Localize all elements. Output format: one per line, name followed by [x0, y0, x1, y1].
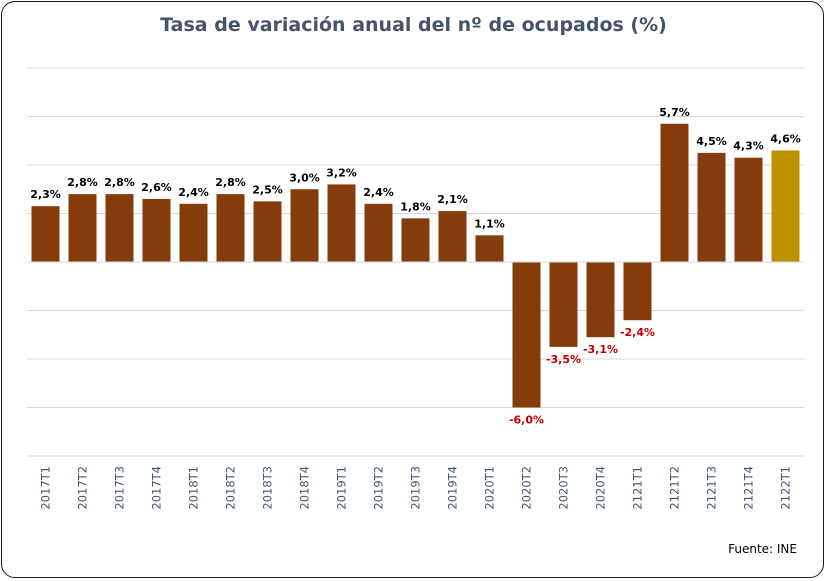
bar-2121T1	[623, 262, 652, 321]
data-label: -2,4%	[620, 326, 655, 339]
data-label: 2,4%	[363, 186, 394, 199]
data-label: 3,2%	[326, 166, 357, 179]
data-label: 2,4%	[178, 186, 209, 199]
x-tick-label: 2121T1	[631, 466, 645, 510]
data-label: 3,0%	[289, 171, 320, 184]
bar-2017T1	[31, 206, 60, 262]
data-label: -3,5%	[546, 353, 581, 366]
bar-2122T1	[771, 150, 800, 262]
data-label: 5,7%	[659, 106, 690, 119]
x-tick-label: 2018T4	[298, 466, 312, 510]
data-label: 1,1%	[474, 217, 505, 230]
bar-2020T4	[586, 262, 615, 338]
x-tick-label: 2017T4	[150, 466, 164, 510]
x-tick-label: 2017T2	[76, 466, 90, 510]
bar-2121T3	[697, 152, 726, 262]
data-label: 4,6%	[770, 132, 801, 145]
data-label: 2,5%	[252, 183, 283, 196]
bar-2017T2	[68, 194, 97, 262]
x-tick-label: 2018T1	[187, 466, 201, 510]
x-tick-label: 2019T1	[335, 466, 349, 510]
bar-2018T1	[179, 203, 208, 262]
bar-2017T3	[105, 194, 134, 262]
bar-2020T2	[512, 262, 541, 408]
x-tick-label: 2020T2	[520, 466, 534, 510]
x-tick-label: 2121T3	[705, 466, 719, 510]
bar-2020T3	[549, 262, 578, 347]
x-tick-label: 2020T3	[557, 466, 571, 510]
x-tick-label: 2018T2	[224, 466, 238, 510]
x-tick-label: 2017T1	[39, 466, 53, 510]
x-tick-label: 2121T4	[742, 466, 756, 510]
x-tick-label: 2020T1	[483, 466, 497, 510]
bar-2121T2	[660, 123, 689, 263]
bar-2017T4	[142, 198, 171, 262]
x-tick-label: 2020T4	[594, 466, 608, 510]
bar-2018T4	[290, 189, 319, 262]
data-label: -6,0%	[509, 414, 544, 427]
data-label: 2,3%	[30, 188, 61, 201]
data-label: 1,8%	[400, 200, 431, 213]
x-tick-label: 2019T2	[372, 466, 386, 510]
x-tick-label: 2018T3	[261, 466, 275, 510]
data-label: 2,8%	[215, 176, 246, 189]
bar-2121T4	[734, 157, 763, 262]
data-label: 2,8%	[104, 176, 135, 189]
data-label: -3,1%	[583, 343, 618, 356]
data-label: 2,8%	[67, 176, 98, 189]
x-tick-label: 2019T4	[446, 466, 460, 510]
x-tick-label: 2017T3	[113, 466, 127, 510]
bar-2018T3	[253, 201, 282, 262]
x-tick-label: 2121T2	[668, 466, 682, 510]
chart-title: Tasa de variación anual del nº de ocupad…	[160, 14, 667, 36]
source-note: Fuente: INE	[728, 542, 797, 556]
bar-2019T2	[364, 203, 393, 262]
bar-2019T3	[401, 218, 430, 262]
x-tick-label: 2019T3	[409, 466, 423, 510]
bar-2018T2	[216, 194, 245, 262]
x-tick-label: 2122T1	[779, 466, 793, 510]
data-label: 2,6%	[141, 181, 172, 194]
bar-2019T1	[327, 184, 356, 262]
bar-2019T4	[438, 211, 467, 262]
bar-2020T1	[475, 235, 504, 262]
data-label: 2,1%	[437, 193, 468, 206]
data-label: 4,5%	[696, 135, 727, 148]
data-label: 4,3%	[733, 140, 764, 153]
